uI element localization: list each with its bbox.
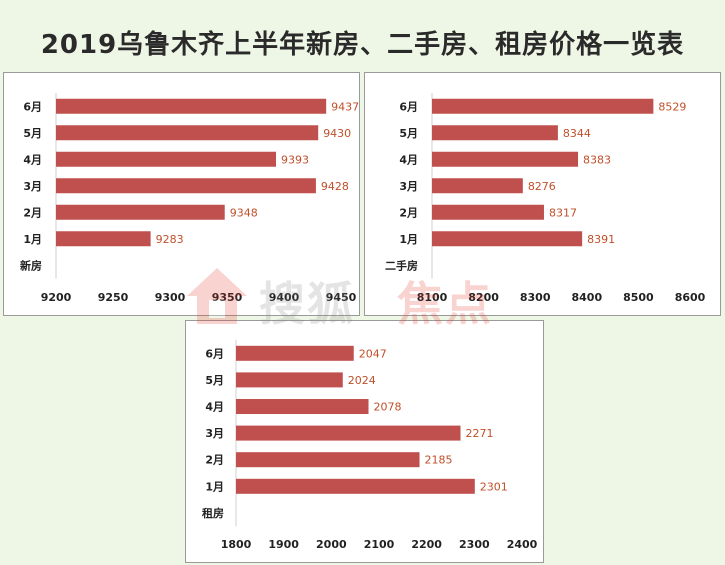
category-axis-title: 二手房 (385, 258, 418, 272)
category-label: 6月 (205, 347, 224, 360)
category-label: 5月 (23, 127, 42, 140)
bar-1 (56, 231, 151, 247)
category-label: 3月 (23, 180, 42, 193)
category-label: 6月 (23, 100, 42, 113)
x-tick-label: 8100 (417, 291, 448, 304)
data-label: 9437 (331, 100, 359, 113)
category-label: 4月 (205, 401, 224, 414)
new-house-chart-panel: 1月 9283 2月 9348 3月 9428 4月 9393 5月 9430 6月 9437 新房 92… (3, 72, 360, 316)
bar-4 (56, 151, 277, 167)
x-tick-label: 2400 (507, 538, 538, 551)
data-label: 2078 (374, 401, 402, 414)
second-hand-house-chart-panel: 1月 8391 2月 8317 3月 8276 4月 8383 5月 8344 6月 8529 二手房 8… (364, 72, 721, 316)
rental-chart: 1月 2301 2月 2185 3月 2271 4月 2078 5月 2024 6月 2047 租房 18… (202, 340, 538, 551)
data-label: 9428 (321, 180, 349, 193)
bar-6 (432, 98, 654, 114)
data-label: 2024 (348, 374, 376, 387)
x-tick-label: 8600 (675, 291, 706, 304)
category-label: 1月 (205, 480, 224, 493)
data-label: 8317 (549, 206, 577, 219)
category-label: 4月 (399, 153, 418, 166)
x-tick-label: 2100 (364, 538, 395, 551)
data-label: 8276 (528, 180, 556, 193)
data-label: 8383 (583, 153, 611, 166)
data-label: 2185 (425, 454, 453, 467)
category-label: 2月 (205, 454, 224, 467)
category-label: 5月 (205, 374, 224, 387)
bar-3 (56, 178, 316, 194)
data-label: 8529 (658, 100, 686, 113)
x-tick-label: 1900 (268, 538, 299, 551)
bar-6 (236, 345, 354, 361)
category-axis-title: 租房 (202, 506, 224, 520)
x-tick-label: 8200 (468, 291, 499, 304)
x-tick-label: 8300 (520, 291, 551, 304)
x-tick-label: 9250 (98, 291, 129, 304)
bar-1 (236, 478, 475, 494)
data-label: 9348 (230, 206, 258, 219)
new-house-chart: 1月 9283 2月 9348 3月 9428 4月 9393 5月 9430 6月 9437 新房 92… (20, 93, 359, 304)
bar-5 (236, 372, 343, 388)
category-label: 2月 (399, 206, 418, 219)
bar-4 (236, 399, 369, 414)
x-tick-label: 8400 (571, 291, 602, 304)
data-label: 2271 (466, 427, 494, 440)
data-label: 9283 (156, 233, 184, 246)
data-label: 9430 (323, 127, 351, 140)
second-hand-house-chart: 1月 8391 2月 8317 3月 8276 4月 8383 5月 8344 6月 8529 二手房 8… (385, 93, 706, 304)
category-label: 3月 (399, 180, 418, 193)
data-label: 8344 (563, 127, 591, 140)
bar-5 (56, 125, 319, 141)
x-tick-label: 2000 (316, 538, 347, 551)
x-tick-label: 9400 (269, 291, 300, 304)
bar-6 (56, 98, 327, 114)
x-tick-label: 9200 (41, 291, 72, 304)
category-label: 1月 (399, 233, 418, 246)
data-label: 2301 (480, 480, 508, 493)
x-tick-label: 9450 (326, 291, 357, 304)
bar-4 (432, 151, 579, 167)
data-label: 2047 (359, 347, 387, 360)
bar-2 (56, 204, 225, 220)
bar-5 (432, 125, 558, 141)
bar-2 (236, 452, 420, 468)
data-label: 8391 (587, 233, 615, 246)
x-tick-label: 2300 (459, 538, 490, 551)
x-tick-label: 9350 (212, 291, 243, 304)
category-label: 5月 (399, 127, 418, 140)
category-label: 3月 (205, 427, 224, 440)
x-tick-label: 2200 (411, 538, 442, 551)
bar-3 (236, 425, 461, 441)
bar-2 (432, 204, 544, 220)
bar-1 (432, 231, 583, 247)
x-tick-label: 1800 (221, 538, 252, 551)
x-tick-label: 9300 (155, 291, 186, 304)
rental-chart-panel: 1月 2301 2月 2185 3月 2271 4月 2078 5月 2024 6月 2047 租房 18… (185, 320, 544, 563)
data-label: 9393 (281, 153, 309, 166)
category-label: 6月 (399, 100, 418, 113)
category-label: 2月 (23, 206, 42, 219)
x-tick-label: 8500 (623, 291, 654, 304)
page-title: 2019乌鲁木齐上半年新房、二手房、租房价格一览表 (40, 30, 685, 60)
category-label: 4月 (23, 153, 42, 166)
category-label: 1月 (23, 233, 42, 246)
bar-3 (432, 178, 523, 194)
category-axis-title: 新房 (20, 258, 42, 272)
